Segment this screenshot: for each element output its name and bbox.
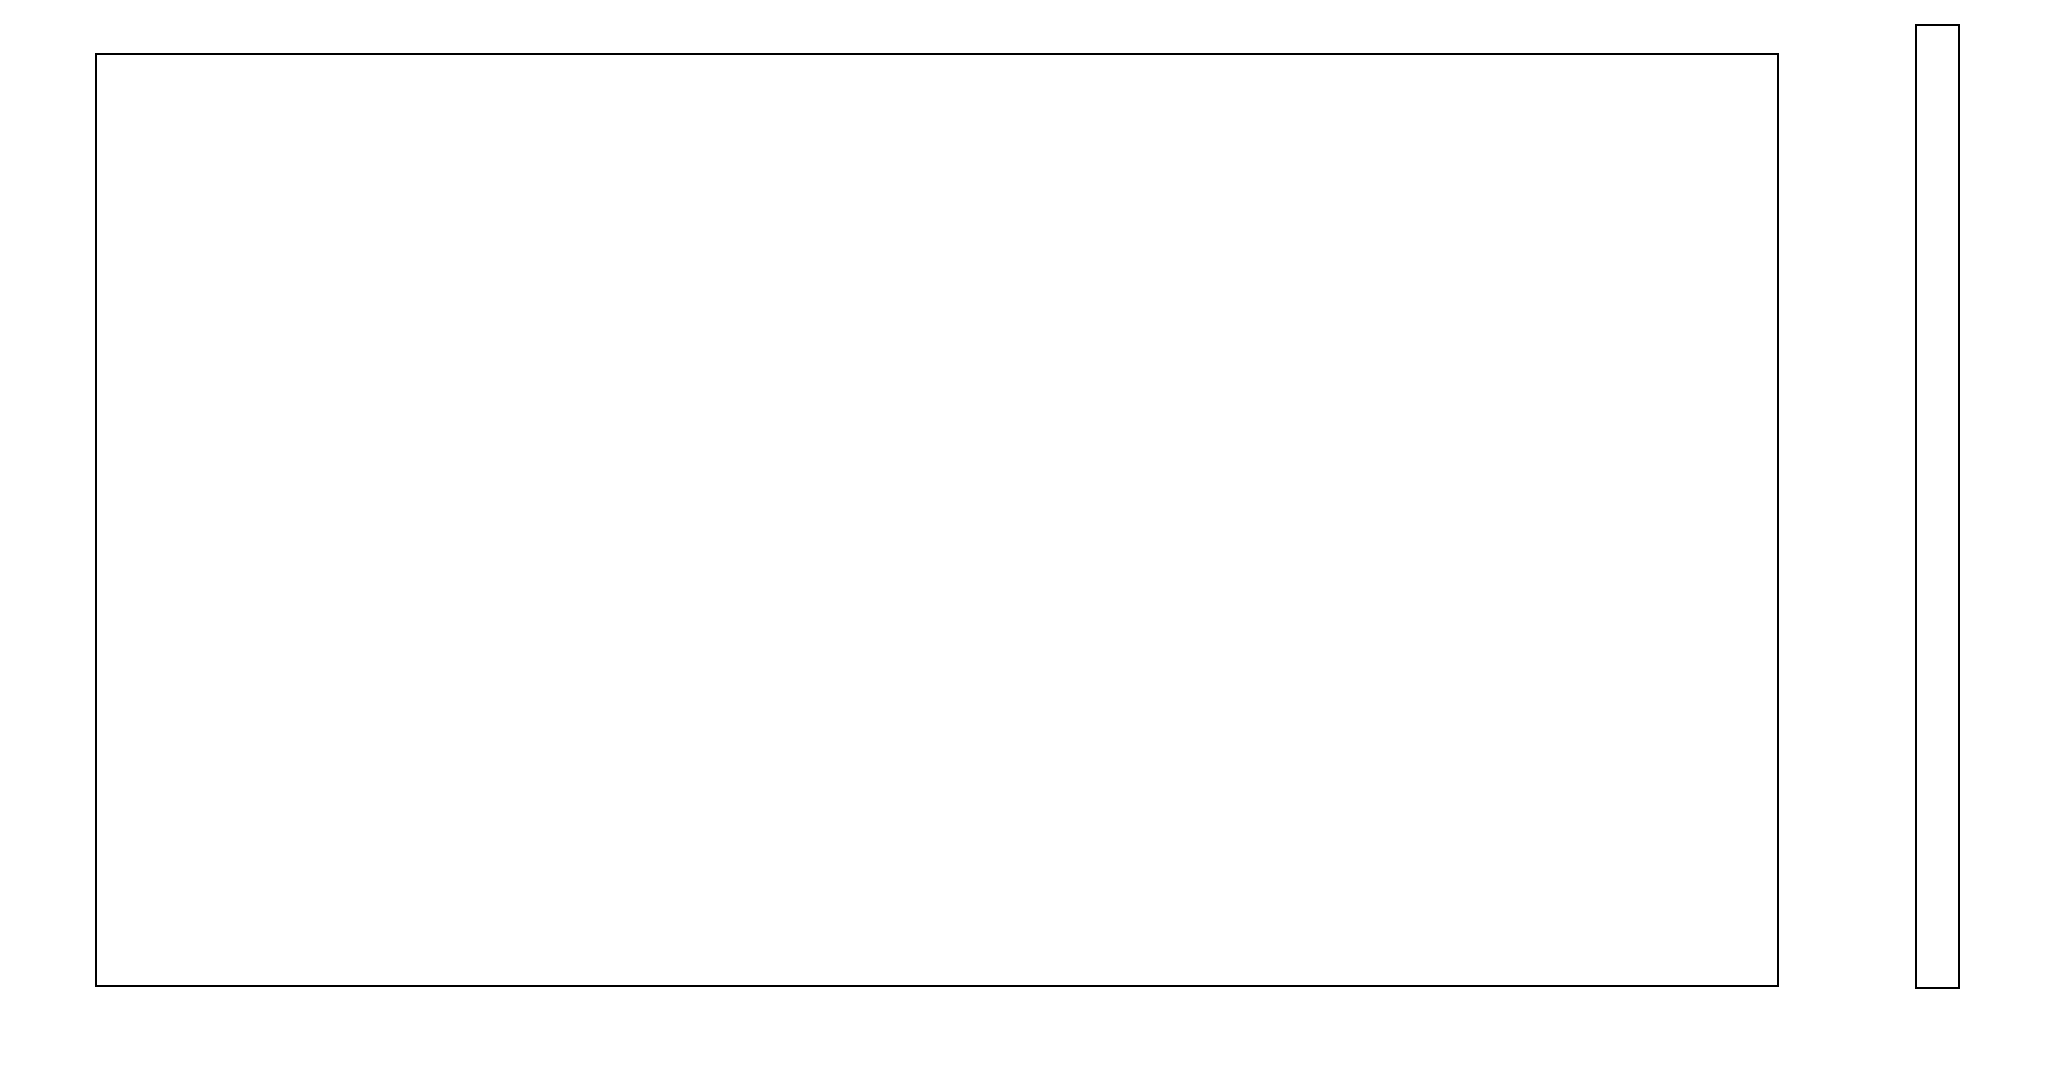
plot-frame bbox=[95, 53, 1779, 987]
spectrogram-canvas bbox=[97, 55, 1777, 985]
colorbar-gradient bbox=[1917, 26, 1958, 987]
colorbar-frame bbox=[1915, 24, 1960, 989]
